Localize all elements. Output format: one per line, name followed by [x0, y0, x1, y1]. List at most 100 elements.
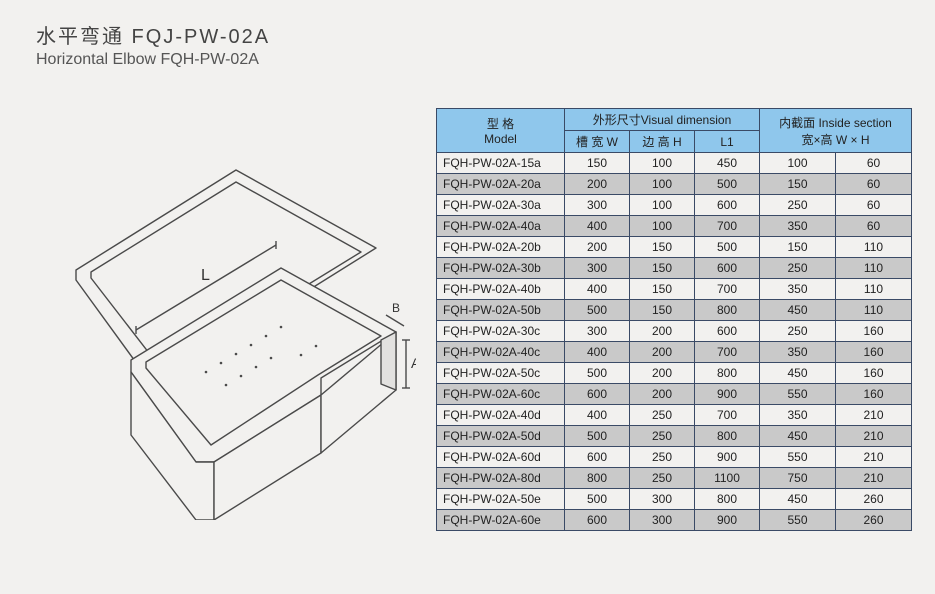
- cell-w: 500: [565, 426, 630, 447]
- th-h: 边 高 H: [630, 131, 695, 153]
- cell-model: FQH-PW-02A-50b: [437, 300, 565, 321]
- cell-ih: 160: [836, 342, 912, 363]
- dim-l-label: L: [201, 267, 210, 284]
- th-visual-dim: 外形尺寸Visual dimension: [565, 109, 760, 131]
- cell-h: 200: [630, 363, 695, 384]
- cell-w: 300: [565, 195, 630, 216]
- title-en: Horizontal Elbow FQH-PW-02A: [36, 51, 270, 69]
- th-l1: L1: [695, 131, 760, 153]
- cell-ih: 110: [836, 237, 912, 258]
- table-row: FQH-PW-02A-30b300150600250110: [437, 258, 912, 279]
- cell-l1: 800: [695, 300, 760, 321]
- cell-h: 150: [630, 279, 695, 300]
- cell-iw: 350: [760, 216, 836, 237]
- cell-ih: 60: [836, 195, 912, 216]
- cell-iw: 450: [760, 363, 836, 384]
- cell-ih: 160: [836, 384, 912, 405]
- cell-ih: 60: [836, 153, 912, 174]
- cell-l1: 600: [695, 258, 760, 279]
- cell-l1: 700: [695, 216, 760, 237]
- dim-b-label: B: [392, 301, 400, 315]
- cell-w: 600: [565, 384, 630, 405]
- table-row: FQH-PW-02A-30a30010060025060: [437, 195, 912, 216]
- th-model-cn: 型 格: [441, 115, 560, 132]
- cell-w: 200: [565, 237, 630, 258]
- cell-h: 150: [630, 300, 695, 321]
- cell-l1: 500: [695, 237, 760, 258]
- cell-ih: 210: [836, 447, 912, 468]
- cell-ih: 110: [836, 300, 912, 321]
- cell-w: 200: [565, 174, 630, 195]
- cell-w: 400: [565, 279, 630, 300]
- cell-model: FQH-PW-02A-50e: [437, 489, 565, 510]
- cell-l1: 600: [695, 321, 760, 342]
- cell-model: FQH-PW-02A-50d: [437, 426, 565, 447]
- spec-table: 型 格 Model 外形尺寸Visual dimension 内截面 Insid…: [436, 108, 912, 531]
- cell-h: 300: [630, 489, 695, 510]
- table-row: FQH-PW-02A-40a40010070035060: [437, 216, 912, 237]
- cell-model: FQH-PW-02A-30b: [437, 258, 565, 279]
- table-row: FQH-PW-02A-15a15010045010060: [437, 153, 912, 174]
- cell-h: 250: [630, 468, 695, 489]
- cell-h: 100: [630, 174, 695, 195]
- th-model: 型 格 Model: [437, 109, 565, 153]
- title-cn: 水平弯通 FQJ-PW-02A: [36, 20, 270, 49]
- th-inside-1: 内截面 Inside section: [764, 114, 907, 131]
- cell-l1: 450: [695, 153, 760, 174]
- table-row: FQH-PW-02A-40c400200700350160: [437, 342, 912, 363]
- table-header: 型 格 Model 外形尺寸Visual dimension 内截面 Insid…: [437, 109, 912, 153]
- cell-model: FQH-PW-02A-60e: [437, 510, 565, 531]
- cell-w: 300: [565, 321, 630, 342]
- cell-model: FQH-PW-02A-20b: [437, 237, 565, 258]
- cell-iw: 450: [760, 489, 836, 510]
- cell-w: 800: [565, 468, 630, 489]
- cell-l1: 800: [695, 489, 760, 510]
- cell-ih: 210: [836, 426, 912, 447]
- table-row: FQH-PW-02A-80d8002501100750210: [437, 468, 912, 489]
- cell-model: FQH-PW-02A-40a: [437, 216, 565, 237]
- cell-iw: 550: [760, 384, 836, 405]
- cell-iw: 550: [760, 447, 836, 468]
- cell-model: FQH-PW-02A-15a: [437, 153, 565, 174]
- th-inside-2: 宽×高 W × H: [764, 131, 907, 148]
- cell-w: 400: [565, 216, 630, 237]
- cell-h: 150: [630, 258, 695, 279]
- spec-table-wrap: 型 格 Model 外形尺寸Visual dimension 内截面 Insid…: [436, 108, 912, 531]
- cell-model: FQH-PW-02A-80d: [437, 468, 565, 489]
- cell-iw: 250: [760, 258, 836, 279]
- table-row: FQH-PW-02A-20a20010050015060: [437, 174, 912, 195]
- cell-ih: 210: [836, 405, 912, 426]
- table-row: FQH-PW-02A-20b200150500150110: [437, 237, 912, 258]
- table-row: FQH-PW-02A-60c600200900550160: [437, 384, 912, 405]
- cell-h: 250: [630, 405, 695, 426]
- cell-iw: 150: [760, 174, 836, 195]
- cell-l1: 700: [695, 279, 760, 300]
- cell-iw: 250: [760, 321, 836, 342]
- cell-l1: 800: [695, 363, 760, 384]
- cell-l1: 600: [695, 195, 760, 216]
- cell-w: 300: [565, 258, 630, 279]
- cell-w: 500: [565, 489, 630, 510]
- cell-h: 100: [630, 153, 695, 174]
- cell-ih: 160: [836, 321, 912, 342]
- cell-l1: 900: [695, 447, 760, 468]
- cell-ih: 260: [836, 489, 912, 510]
- cell-w: 500: [565, 363, 630, 384]
- cell-w: 400: [565, 342, 630, 363]
- cell-iw: 100: [760, 153, 836, 174]
- cell-model: FQH-PW-02A-20a: [437, 174, 565, 195]
- cell-ih: 110: [836, 279, 912, 300]
- cell-h: 100: [630, 195, 695, 216]
- cell-iw: 150: [760, 237, 836, 258]
- cell-iw: 450: [760, 300, 836, 321]
- elbow-diagram: L A B: [36, 140, 416, 520]
- cell-l1: 700: [695, 405, 760, 426]
- cell-model: FQH-PW-02A-40b: [437, 279, 565, 300]
- cell-h: 200: [630, 321, 695, 342]
- cell-ih: 260: [836, 510, 912, 531]
- cell-l1: 1100: [695, 468, 760, 489]
- table-row: FQH-PW-02A-50c500200800450160: [437, 363, 912, 384]
- th-model-en: Model: [441, 132, 560, 146]
- table-row: FQH-PW-02A-30c300200600250160: [437, 321, 912, 342]
- cell-iw: 350: [760, 279, 836, 300]
